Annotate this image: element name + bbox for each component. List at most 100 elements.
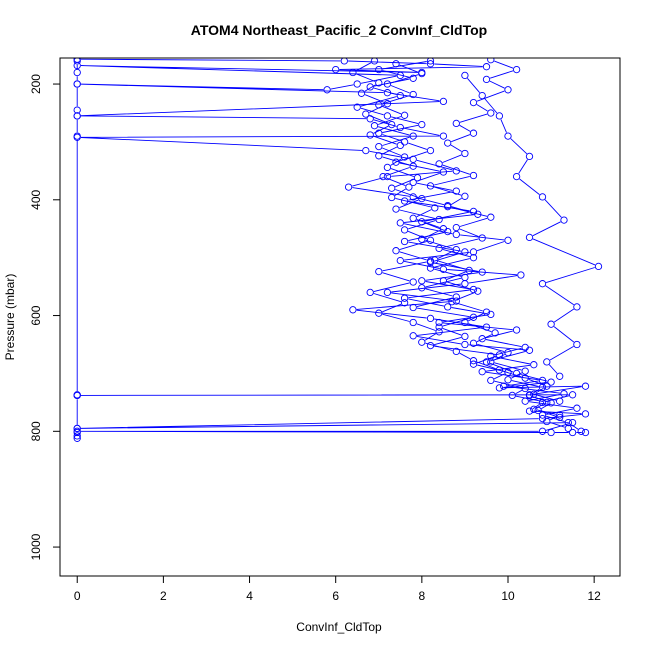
data-point xyxy=(426,60,435,68)
data-point xyxy=(512,65,521,74)
data-point xyxy=(431,204,439,212)
data-point xyxy=(560,390,568,398)
data-point xyxy=(452,297,460,305)
series-line xyxy=(467,78,596,374)
data-point xyxy=(323,86,331,94)
x-tick-label: 0 xyxy=(74,589,81,603)
data-point xyxy=(73,424,81,433)
data-point xyxy=(418,284,426,292)
data-point xyxy=(594,262,603,271)
data-point xyxy=(418,194,426,203)
data-point xyxy=(439,225,448,233)
data-point xyxy=(478,268,486,276)
data-point xyxy=(521,343,529,352)
data-point xyxy=(448,298,456,306)
data-point xyxy=(530,361,538,369)
data-point xyxy=(375,309,383,317)
x-axis-label: ConvInf_CldTop xyxy=(296,620,382,634)
data-point xyxy=(461,280,469,288)
series-line xyxy=(360,61,579,430)
data-point xyxy=(478,335,486,343)
data-point xyxy=(388,184,396,192)
data-point xyxy=(400,226,409,234)
data-point xyxy=(512,172,521,181)
data-point xyxy=(491,329,499,337)
data-point xyxy=(426,236,435,244)
data-point xyxy=(409,132,417,140)
y-tick-label: 1000 xyxy=(29,533,43,560)
x-axis: 0 2 4 6 8 10 12 xyxy=(74,576,601,603)
data-point xyxy=(73,434,81,442)
data-point xyxy=(400,294,409,302)
data-point xyxy=(396,141,404,150)
data-point xyxy=(73,428,81,437)
x-tick-label: 6 xyxy=(332,589,339,603)
data-point xyxy=(392,205,400,213)
data-point xyxy=(444,203,452,211)
data-point xyxy=(573,404,581,412)
data-point xyxy=(495,366,504,374)
data-point xyxy=(495,384,504,392)
data-point xyxy=(409,162,417,170)
data-point xyxy=(73,80,81,88)
data-point xyxy=(452,223,460,232)
data-point xyxy=(435,318,443,327)
data-point xyxy=(469,98,478,107)
data-point xyxy=(383,80,392,88)
data-point xyxy=(362,110,370,118)
data-point xyxy=(375,65,383,74)
data-point xyxy=(547,428,555,437)
data-point xyxy=(383,112,392,120)
data-point xyxy=(504,86,512,94)
data-point xyxy=(353,80,361,88)
data-point xyxy=(461,149,469,158)
data-point xyxy=(383,163,392,172)
data-point xyxy=(396,123,404,132)
data-point xyxy=(370,122,379,130)
data-point xyxy=(344,183,353,191)
data-point xyxy=(418,69,426,78)
data-point xyxy=(418,235,426,243)
data-point xyxy=(400,299,409,307)
data-point xyxy=(581,428,590,437)
data-point xyxy=(560,216,568,224)
data-point xyxy=(392,247,400,255)
data-point xyxy=(375,79,383,87)
data-point xyxy=(375,267,383,276)
data-point xyxy=(469,254,478,262)
data-point xyxy=(409,303,417,312)
data-point xyxy=(461,248,469,256)
data-point xyxy=(487,358,495,366)
data-point xyxy=(469,313,478,321)
data-point xyxy=(530,390,538,398)
data-point xyxy=(400,111,409,119)
series-line xyxy=(80,58,582,433)
data-point xyxy=(366,83,374,91)
data-point xyxy=(487,352,495,360)
data-point xyxy=(530,405,538,413)
data-point xyxy=(392,60,400,68)
data-point xyxy=(444,139,452,147)
y-axis-label: Pressure (mbar) xyxy=(3,274,17,361)
data-point xyxy=(400,237,409,246)
data-point xyxy=(469,171,478,180)
data-point xyxy=(547,378,555,386)
data-point xyxy=(409,90,417,99)
data-point xyxy=(504,376,512,384)
data-point xyxy=(73,68,81,77)
plot-area xyxy=(73,58,603,442)
data-point xyxy=(461,318,469,327)
data-point xyxy=(452,347,460,356)
data-point xyxy=(444,303,452,311)
data-point xyxy=(452,245,460,254)
data-point xyxy=(487,310,495,319)
data-point xyxy=(366,288,374,297)
data-point xyxy=(538,376,547,385)
data-point xyxy=(431,256,439,264)
data-point xyxy=(379,172,387,181)
data-point xyxy=(388,193,396,202)
data-point xyxy=(383,288,392,297)
data-point xyxy=(573,340,581,349)
data-point xyxy=(556,372,564,380)
data-point xyxy=(564,424,572,433)
